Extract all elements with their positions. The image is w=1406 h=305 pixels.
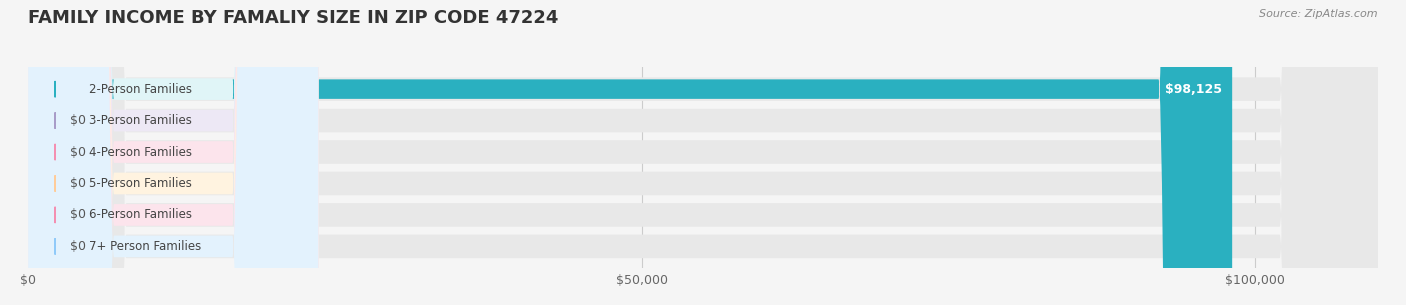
FancyBboxPatch shape — [28, 0, 1378, 305]
Text: Source: ZipAtlas.com: Source: ZipAtlas.com — [1260, 9, 1378, 19]
FancyBboxPatch shape — [28, 0, 1232, 305]
Text: $98,125: $98,125 — [1166, 83, 1222, 95]
FancyBboxPatch shape — [28, 0, 318, 305]
FancyBboxPatch shape — [28, 0, 58, 305]
Text: $0: $0 — [70, 114, 86, 127]
Text: 5-Person Families: 5-Person Families — [90, 177, 193, 190]
FancyBboxPatch shape — [28, 0, 318, 305]
FancyBboxPatch shape — [28, 0, 1378, 305]
FancyBboxPatch shape — [28, 0, 1378, 305]
Text: 2-Person Families: 2-Person Families — [90, 83, 193, 95]
FancyBboxPatch shape — [28, 0, 1378, 305]
FancyBboxPatch shape — [28, 0, 58, 305]
Text: 3-Person Families: 3-Person Families — [90, 114, 193, 127]
Text: 4-Person Families: 4-Person Families — [90, 145, 193, 159]
FancyBboxPatch shape — [28, 0, 58, 305]
FancyBboxPatch shape — [28, 0, 1378, 305]
Text: 7+ Person Families: 7+ Person Families — [90, 240, 201, 253]
FancyBboxPatch shape — [28, 0, 318, 305]
Text: 6-Person Families: 6-Person Families — [90, 208, 193, 221]
Text: $0: $0 — [70, 240, 86, 253]
FancyBboxPatch shape — [28, 0, 318, 305]
FancyBboxPatch shape — [28, 0, 58, 305]
FancyBboxPatch shape — [28, 0, 58, 305]
FancyBboxPatch shape — [28, 0, 318, 305]
FancyBboxPatch shape — [28, 0, 318, 305]
Text: $0: $0 — [70, 208, 86, 221]
FancyBboxPatch shape — [28, 0, 1378, 305]
Text: FAMILY INCOME BY FAMALIY SIZE IN ZIP CODE 47224: FAMILY INCOME BY FAMALIY SIZE IN ZIP COD… — [28, 9, 558, 27]
Text: $0: $0 — [70, 145, 86, 159]
Text: $0: $0 — [70, 177, 86, 190]
